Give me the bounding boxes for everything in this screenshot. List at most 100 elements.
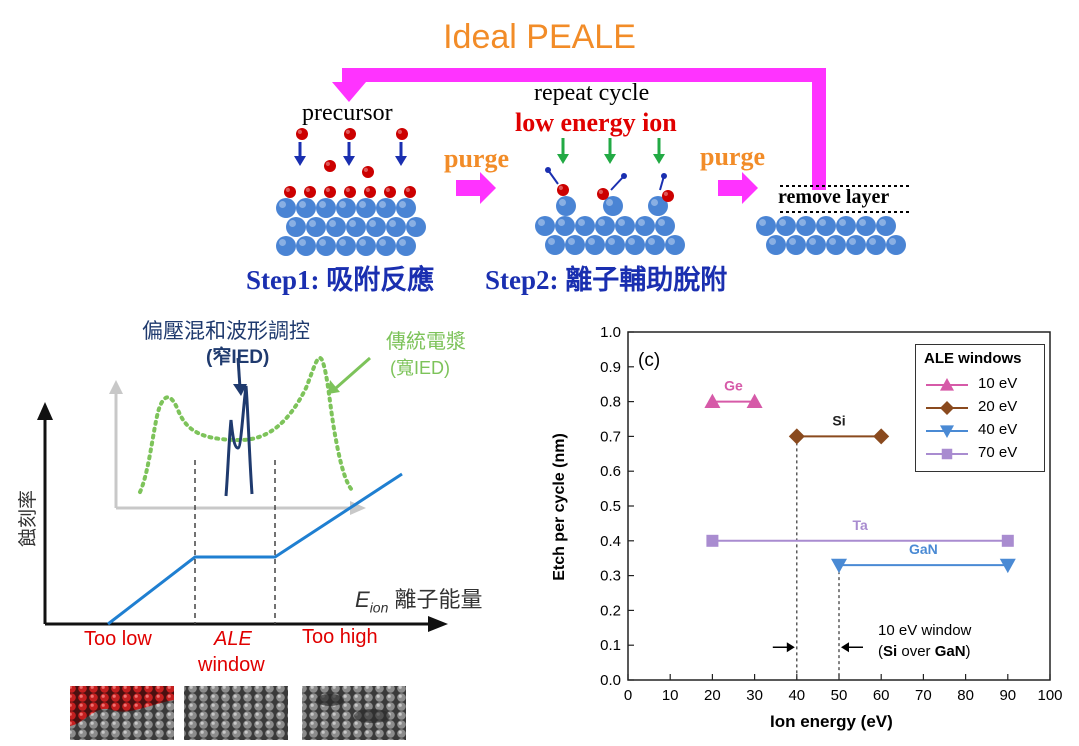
ion-down-arrowhead	[557, 154, 569, 164]
precursor-molecule	[324, 160, 336, 172]
substrate-atom	[346, 217, 366, 237]
substrate-atom-highlight	[628, 238, 635, 245]
substrate-atom	[786, 235, 806, 255]
substrate-atom	[816, 216, 836, 236]
narrow-ied-curve	[224, 385, 254, 497]
ion-down-arrowhead	[604, 154, 616, 164]
purge-arrow-1	[456, 172, 496, 204]
substrate-atom	[826, 235, 846, 255]
ale-window-label-line2: window	[198, 654, 265, 676]
precursor-molecule-highlight	[363, 167, 368, 172]
data-point-si	[788, 428, 805, 445]
substrate-atom-highlight	[299, 239, 306, 246]
broad-label-arrowhead	[328, 380, 340, 394]
too-high-label: Too high	[302, 626, 378, 648]
desorbing-species	[662, 190, 674, 202]
substrate-atom	[376, 236, 396, 256]
adsorbed-precursor-highlight	[285, 187, 290, 192]
substrate-atom	[306, 217, 326, 237]
annotation-gan: GaN	[934, 643, 966, 660]
substrate-atom-highlight	[869, 238, 876, 245]
annotation-si: Si	[883, 643, 898, 660]
substrate-atom-highlight	[349, 220, 356, 227]
legend-marker	[940, 425, 954, 438]
x-tick-label: 30	[746, 687, 763, 704]
legend-entry-label: 40 eV	[978, 421, 1018, 438]
desorbing-species-highlight	[663, 191, 669, 196]
precursor-label: precursor	[302, 100, 393, 126]
desorbing-species-highlight	[558, 185, 564, 190]
precursor-molecule-highlight	[325, 161, 330, 166]
substrate-atom	[595, 216, 615, 236]
etch-rate-curve	[107, 472, 403, 626]
precursor-molecule-highlight	[297, 129, 302, 134]
atom-stacks	[276, 128, 906, 256]
data-point-si	[873, 428, 890, 445]
substrate-atom	[545, 235, 565, 255]
substrate-atom-highlight	[789, 238, 796, 245]
substrate-atom-highlight	[879, 219, 886, 226]
substrate-atom	[386, 217, 406, 237]
substrate-atom-highlight	[618, 219, 625, 226]
adsorbed-precursor-highlight	[365, 187, 370, 192]
precursor-molecule	[296, 128, 308, 140]
substrate-atom-highlight	[648, 238, 655, 245]
substrate-atom-highlight	[849, 238, 856, 245]
precursor-molecule	[344, 128, 356, 140]
substrate-atom-highlight	[889, 238, 896, 245]
x-tick-label: 60	[873, 687, 890, 704]
series-label-si: Si	[832, 412, 845, 428]
substrate-atom	[766, 235, 786, 255]
chart-marks: Ge Si Ta GaN	[704, 378, 1016, 680]
precursor-molecule	[362, 166, 374, 178]
adsorbed-precursor	[404, 186, 416, 198]
substrate-atom-highlight	[538, 219, 545, 226]
ion-down-arrowhead	[653, 154, 665, 164]
data-point-ta	[1001, 534, 1014, 547]
substrate-atom-highlight	[279, 239, 286, 246]
x-tick-label: 90	[999, 687, 1016, 704]
series-label-gan: GaN	[909, 541, 938, 557]
substrate-atom	[625, 235, 645, 255]
adsorbed-precursor	[284, 186, 296, 198]
substrate-atom	[556, 196, 576, 216]
substrate-atom	[276, 198, 296, 218]
substrate-atom	[555, 216, 575, 236]
substrate-atom-highlight	[638, 219, 645, 226]
adsorbed-precursor	[304, 186, 316, 198]
substrate-atom-highlight	[598, 219, 605, 226]
substrate-atom-highlight	[568, 238, 575, 245]
x-tick-label: 40	[788, 687, 805, 704]
window-arrowhead-left	[786, 642, 795, 653]
x-tick-label: 100	[1037, 687, 1062, 704]
substrate-atom	[776, 216, 796, 236]
data-point-ta	[706, 534, 719, 547]
legend-markers	[926, 378, 968, 460]
chart-ylabel: Etch per cycle (nm)	[550, 433, 568, 581]
substrate-atom	[876, 216, 896, 236]
series-label-ge: Ge	[724, 378, 743, 394]
substrate-atom	[615, 216, 635, 236]
substrate-atom	[655, 216, 675, 236]
substrate-atom-highlight	[319, 201, 326, 208]
substrate-atom-highlight	[359, 201, 366, 208]
substrate-atom	[366, 217, 386, 237]
desorption-arrow	[610, 175, 625, 191]
substrate-atom	[296, 198, 316, 218]
substrate-atom	[356, 198, 376, 218]
substrate-atom	[535, 216, 555, 236]
substrate-atom	[796, 216, 816, 236]
y-tick-label: 0.5	[600, 498, 621, 515]
narrow-ied-label-line1: 偏壓混和波形調控	[142, 320, 310, 343]
substrate-atom	[575, 216, 595, 236]
purge-label-1: purge	[444, 144, 509, 173]
substrate-atom	[756, 216, 776, 236]
substrate-atom	[356, 236, 376, 256]
y-tick-label: 1.0	[600, 324, 621, 341]
annotation-over: over	[897, 643, 935, 660]
repeat-loop-arrow	[332, 68, 826, 190]
substrate-atom-highlight	[829, 238, 836, 245]
chart-legend: ALE windows 10 eV 20 eV 40 eV 70 eV	[915, 344, 1045, 472]
x-tick-label: 80	[957, 687, 974, 704]
